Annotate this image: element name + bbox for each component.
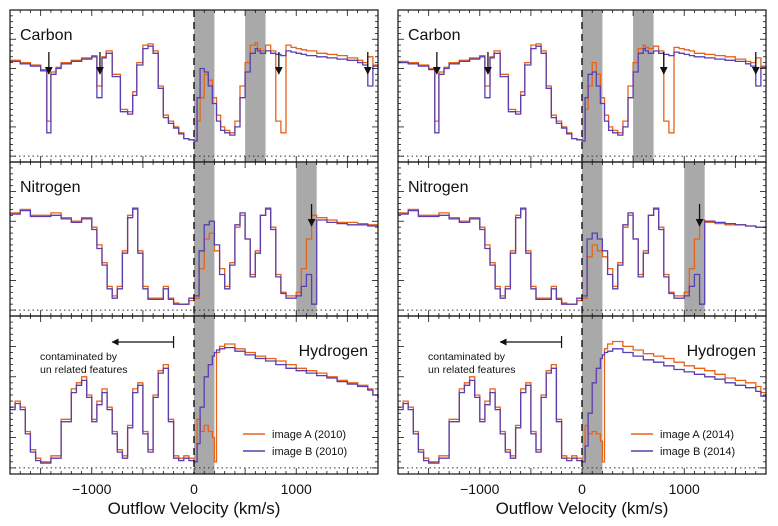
x-tick-label: 1000 [281,481,312,497]
annotation-text: contaminated by [40,351,118,363]
panel-title: Nitrogen [408,179,468,196]
chart-2: Carbon Nitrogen Hydrogen contaminated byun … [397,9,767,518]
x-tick-label: −1000 [72,481,112,497]
spectrum-image-b [398,348,767,464]
spectrum-image-a [398,43,767,142]
x-tick-label: −1000 [460,481,500,497]
panel-carbon: Carbon [9,9,379,163]
x-tick-label: 0 [578,481,586,497]
panel-title: Carbon [408,27,460,44]
spectrum-image-b [10,346,379,464]
panel-title: Hydrogen [687,343,756,360]
x-axis-label: Outflow Velocity (km/s) [496,499,669,518]
shaded-band-2 [633,10,654,162]
chart-1: Carbon Nitrogen Hydrogen contaminated byun … [9,9,379,518]
x-tick-label: 1000 [669,481,700,497]
spectrum-image-b [10,45,379,142]
panel-nitrogen: Nitrogen [9,161,379,317]
legend-entry: image B (2010) [272,446,347,458]
panel-title: Nitrogen [20,179,80,196]
legend-entry: image B (2014) [660,446,735,458]
x-tick-label: 0 [190,481,198,497]
panel-carbon: Carbon [397,9,767,163]
annotation-text: contaminated by [428,351,506,363]
panel-title: Hydrogen [299,343,368,360]
legend-entry: image A (2014) [660,429,734,441]
annotation-text: un related features [428,364,516,376]
spectrum-image-b [398,207,767,305]
annotation-text: un related features [40,364,128,376]
spectrum-image-b [10,207,378,305]
spectrum-image-a [10,42,379,142]
panel-nitrogen: Nitrogen [397,161,767,317]
x-axis-label: Outflow Velocity (km/s) [108,499,281,518]
panel-title: Carbon [20,27,72,44]
shaded-band-2 [245,10,266,162]
legend-entry: image A (2010) [272,429,346,441]
spectrum-image-b [398,45,767,142]
